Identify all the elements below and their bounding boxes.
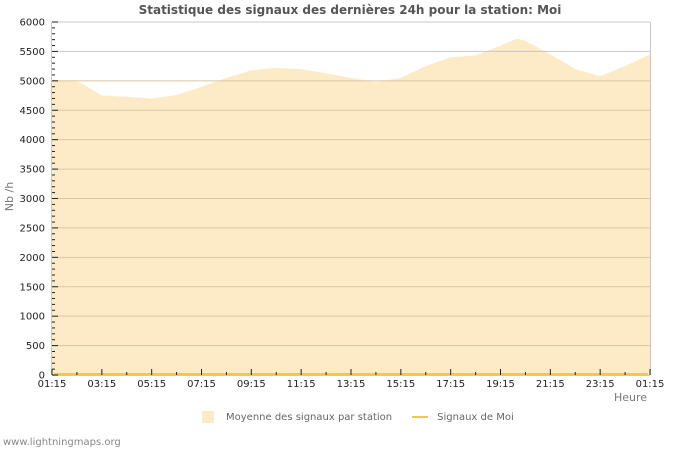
y-tick-label: 3500: [20, 165, 45, 176]
x-tick-label: 23:15: [586, 379, 615, 390]
x-axis-title: Heure: [614, 391, 647, 404]
y-tick-label: 6000: [20, 18, 45, 29]
x-tick-label: 15:15: [386, 379, 415, 390]
chart-title: Statistique des signaux des dernières 24…: [138, 3, 562, 17]
legend-area-label: Moyenne des signaux par station: [226, 411, 393, 423]
x-tick-label: 11:15: [287, 379, 316, 390]
chart-legend: Moyenne des signaux par station Signaux …: [202, 411, 514, 423]
x-tick-label: 17:15: [436, 379, 465, 390]
legend-line-swatch: [412, 416, 429, 418]
legend-area-swatch: [202, 411, 214, 423]
area-series-average: [52, 38, 650, 375]
y-tick-label: 3000: [20, 194, 45, 205]
y-tick-label: 500: [26, 341, 45, 352]
y-tick-label: 5000: [20, 76, 45, 87]
y-tick-label: 2500: [20, 223, 45, 234]
y-tick-label: 4000: [20, 135, 45, 146]
x-tick-label: 09:15: [237, 379, 266, 390]
x-tick-label: 07:15: [187, 379, 216, 390]
footer-link[interactable]: www.lightningmaps.org: [3, 437, 121, 448]
y-tick-label: 0: [39, 371, 45, 382]
y-tick-label: 1000: [20, 312, 45, 323]
legend-line-label: Signaux de Moi: [437, 411, 514, 423]
y-tick-label: 2000: [20, 253, 45, 264]
y-tick-label: 1500: [20, 282, 45, 293]
x-tick-label: 13:15: [337, 379, 366, 390]
x-tick-label: 01:15: [38, 379, 67, 390]
x-tick-label: 03:15: [87, 379, 116, 390]
x-tick-label: 01:15: [636, 379, 665, 390]
y-axis-title: Nb /h: [3, 182, 16, 211]
y-tick-label: 4500: [20, 106, 45, 117]
x-tick-label: 05:15: [137, 379, 166, 390]
x-tick-label: 21:15: [536, 379, 565, 390]
x-tick-label: 19:15: [486, 379, 515, 390]
y-tick-label: 5500: [20, 47, 45, 58]
